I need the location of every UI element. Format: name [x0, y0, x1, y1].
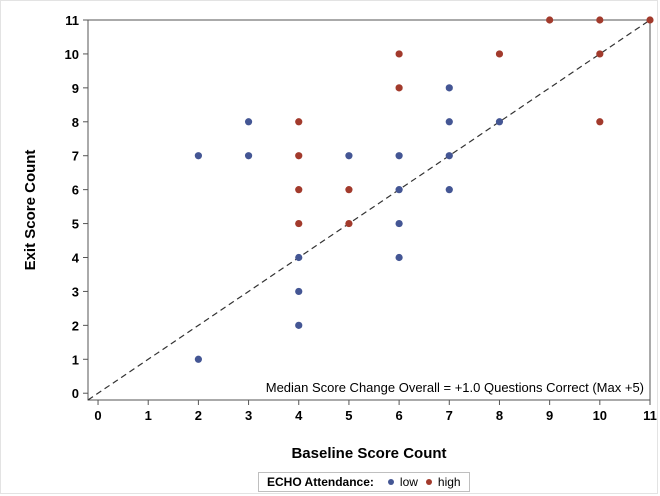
x-tick-label: 4 — [295, 408, 303, 423]
data-point-high — [295, 118, 303, 126]
x-tick-label: 10 — [593, 408, 607, 423]
x-tick-label: 7 — [446, 408, 453, 423]
data-point-low — [445, 186, 453, 194]
data-point-high — [546, 16, 554, 24]
data-point-high — [295, 219, 303, 228]
data-point-high — [596, 118, 604, 126]
x-tick-label: 0 — [94, 408, 101, 423]
y-tick-label: 2 — [72, 318, 79, 333]
data-point-high — [295, 152, 303, 160]
data-point-low — [395, 186, 403, 194]
data-point-high — [596, 50, 604, 58]
x-tick-label: 2 — [195, 408, 202, 423]
data-point-high — [395, 50, 403, 58]
data-point-high — [495, 50, 504, 58]
reference-line — [87, 19, 651, 401]
data-point-low — [295, 287, 303, 296]
data-point-low — [445, 84, 453, 92]
data-point-low — [244, 152, 253, 160]
y-tick-label: 3 — [72, 284, 79, 299]
data-point-low — [395, 152, 403, 160]
data-points — [194, 16, 654, 363]
data-point-low — [445, 152, 453, 160]
data-point-low — [244, 118, 253, 126]
legend: ECHO Attendance: low high — [258, 472, 470, 492]
x-tick-label: 5 — [345, 408, 352, 423]
y-tick-label: 10 — [65, 47, 79, 62]
y-tick-label: 11 — [65, 13, 79, 28]
x-tick-label: 6 — [395, 408, 402, 423]
data-point-low — [445, 118, 453, 126]
legend-swatch-high — [425, 479, 432, 485]
y-tick-label: 7 — [72, 149, 79, 164]
data-point-high — [646, 16, 654, 24]
legend-item-low: low — [387, 475, 418, 489]
y-tick-label: 9 — [72, 81, 79, 96]
x-tick-label: 1 — [145, 408, 152, 423]
data-point-low — [295, 253, 303, 262]
data-point-high — [345, 219, 353, 228]
median-annotation: Median Score Change Overall = +1.0 Quest… — [266, 380, 644, 395]
x-axis-label: Baseline Score Count — [291, 445, 446, 462]
x-tick-label: 3 — [245, 408, 252, 423]
data-point-low — [395, 253, 403, 262]
y-axis: 0 1 2 3 4 5 6 7 8 9 10 11 — [65, 13, 88, 401]
data-point-low — [194, 355, 202, 363]
y-tick-label: 8 — [72, 115, 79, 130]
data-point-low — [395, 219, 403, 228]
data-point-low — [295, 321, 303, 329]
legend-item-high: high — [425, 475, 461, 489]
legend-label-high: high — [437, 475, 461, 489]
data-point-high — [395, 84, 403, 92]
x-axis: 0 1 2 3 4 5 6 7 8 9 10 11 — [94, 400, 657, 423]
data-point-high — [295, 186, 303, 194]
plot-area — [87, 19, 651, 401]
x-tick-label: 11 — [643, 408, 657, 423]
y-tick-label: 5 — [72, 217, 79, 232]
data-point-high — [596, 16, 604, 24]
y-axis-label: Exit Score Count — [22, 150, 39, 271]
x-tick-label: 9 — [546, 408, 553, 423]
y-tick-label: 4 — [72, 251, 80, 266]
y-tick-label: 0 — [72, 386, 79, 401]
legend-label-low: low — [399, 475, 418, 489]
data-point-low — [495, 118, 504, 126]
legend-swatch-low — [387, 479, 394, 485]
data-point-low — [345, 152, 353, 160]
legend-title: ECHO Attendance: — [267, 475, 374, 489]
data-point-low — [194, 152, 202, 160]
y-tick-label: 6 — [72, 183, 79, 198]
x-tick-label: 8 — [496, 408, 503, 423]
data-point-high — [345, 186, 353, 194]
y-tick-label: 1 — [72, 352, 79, 367]
